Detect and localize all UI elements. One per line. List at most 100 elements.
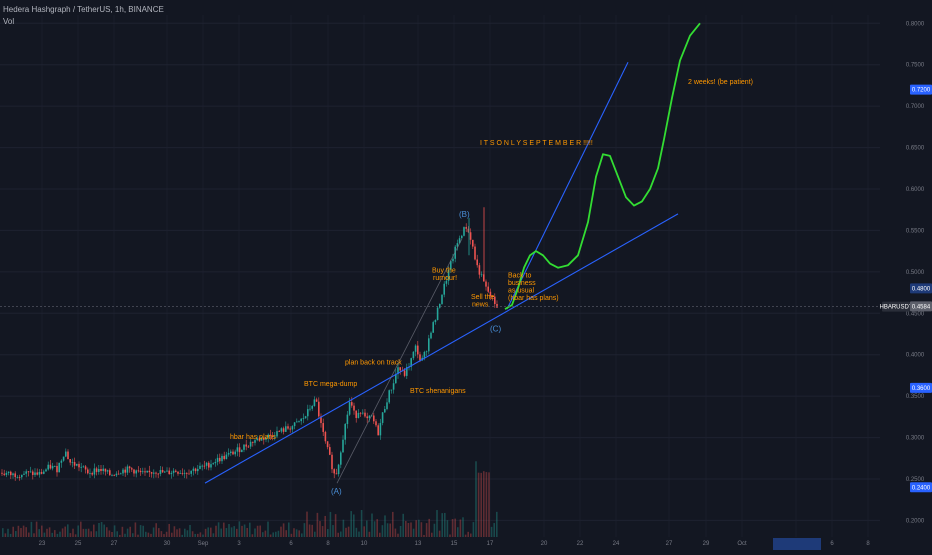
candle-body xyxy=(458,238,461,244)
volume-bar xyxy=(462,517,464,537)
volume-bar xyxy=(366,520,368,537)
candle-body xyxy=(95,468,98,472)
volume-bar xyxy=(345,527,347,537)
volume-bar xyxy=(28,532,30,537)
candle-body xyxy=(43,471,45,474)
volume-bar xyxy=(48,527,51,537)
volume-bar xyxy=(282,523,285,537)
price-badge xyxy=(910,283,932,294)
candle-body xyxy=(194,468,197,472)
candle-body xyxy=(307,409,309,417)
candle-body xyxy=(1,472,3,474)
volume-bar xyxy=(202,534,204,537)
candle-body xyxy=(208,462,210,468)
volume-indicator-label[interactable]: Vol xyxy=(3,17,15,26)
candle-body xyxy=(205,462,208,466)
volume-bar xyxy=(405,520,407,537)
candle-body xyxy=(245,444,247,447)
candle-body xyxy=(318,401,320,417)
volume-bar xyxy=(483,471,485,537)
x-tick-label: 13 xyxy=(415,541,422,547)
candle-body xyxy=(186,472,188,474)
candle-body xyxy=(234,451,236,455)
chart-annotation: rumour! xyxy=(433,275,457,282)
candle-body xyxy=(159,470,162,474)
volume-bar xyxy=(334,514,337,537)
candle-body xyxy=(190,470,192,474)
volume-bar xyxy=(254,528,256,537)
candle-body xyxy=(472,239,474,247)
volume-bar xyxy=(59,531,61,537)
candle-body xyxy=(340,452,342,465)
candle-body xyxy=(291,426,294,430)
volume-bar xyxy=(241,525,243,537)
candle-body xyxy=(480,274,483,276)
volume-bar xyxy=(464,534,467,537)
volume-bar xyxy=(46,528,48,537)
wave-label: (A) xyxy=(331,487,342,496)
candle-body xyxy=(461,235,463,239)
volume-bar xyxy=(425,523,428,537)
volume-bar xyxy=(191,531,194,537)
candle-body xyxy=(71,462,74,463)
volume-bar xyxy=(360,509,363,537)
y-tick-label: 0.3500 xyxy=(906,394,925,400)
candle-body xyxy=(348,402,351,415)
candle-body xyxy=(67,451,69,460)
candle-body xyxy=(179,473,181,474)
candle-body xyxy=(14,473,16,478)
candle-body xyxy=(276,431,278,437)
price-badge xyxy=(910,301,932,312)
candle-body xyxy=(375,421,377,426)
volume-bar xyxy=(298,530,300,537)
volume-bar xyxy=(121,526,124,537)
candle-body xyxy=(23,473,25,475)
volume-bar xyxy=(488,472,490,537)
candle-body xyxy=(309,408,311,410)
volume-bar xyxy=(124,533,126,537)
volume-bar xyxy=(431,532,433,537)
volume-bar xyxy=(340,531,342,537)
candle-body xyxy=(315,399,318,402)
volume-bar xyxy=(116,531,118,537)
volume-bar xyxy=(77,525,79,537)
candle-body xyxy=(362,412,364,414)
candle-body xyxy=(69,459,71,463)
candle-body xyxy=(122,469,124,474)
volume-bar xyxy=(306,511,308,537)
volume-bar xyxy=(433,523,436,537)
volume-bar xyxy=(436,510,438,537)
volume-bar xyxy=(64,526,66,537)
volume-bar xyxy=(327,529,329,537)
volume-bar xyxy=(337,532,339,537)
candle-body xyxy=(467,228,470,233)
candle-body xyxy=(133,469,135,474)
candle-body xyxy=(58,462,60,473)
price-badge xyxy=(910,84,932,95)
volume-bar xyxy=(457,527,459,537)
volume-bar xyxy=(394,528,397,537)
candle-body xyxy=(131,468,133,470)
candle-body xyxy=(263,437,265,440)
candle-body xyxy=(210,464,212,468)
candle-body xyxy=(148,470,151,473)
x-tick-label: 6 xyxy=(289,541,293,547)
volume-bar xyxy=(217,522,220,537)
candle-body xyxy=(197,468,199,472)
candle-body xyxy=(177,471,179,474)
candle-body xyxy=(282,428,285,432)
candle-body xyxy=(293,422,296,427)
volume-bar xyxy=(381,525,384,537)
volume-bar xyxy=(423,534,425,537)
candle-body xyxy=(280,428,283,432)
chart-annotation: Buy the xyxy=(432,268,456,275)
candle-body xyxy=(146,470,148,473)
candle-body xyxy=(216,457,219,462)
candle-body xyxy=(368,415,371,419)
candle-body xyxy=(377,425,379,436)
volume-bar xyxy=(288,522,290,537)
volume-bar xyxy=(54,530,56,537)
candle-body xyxy=(452,258,454,262)
